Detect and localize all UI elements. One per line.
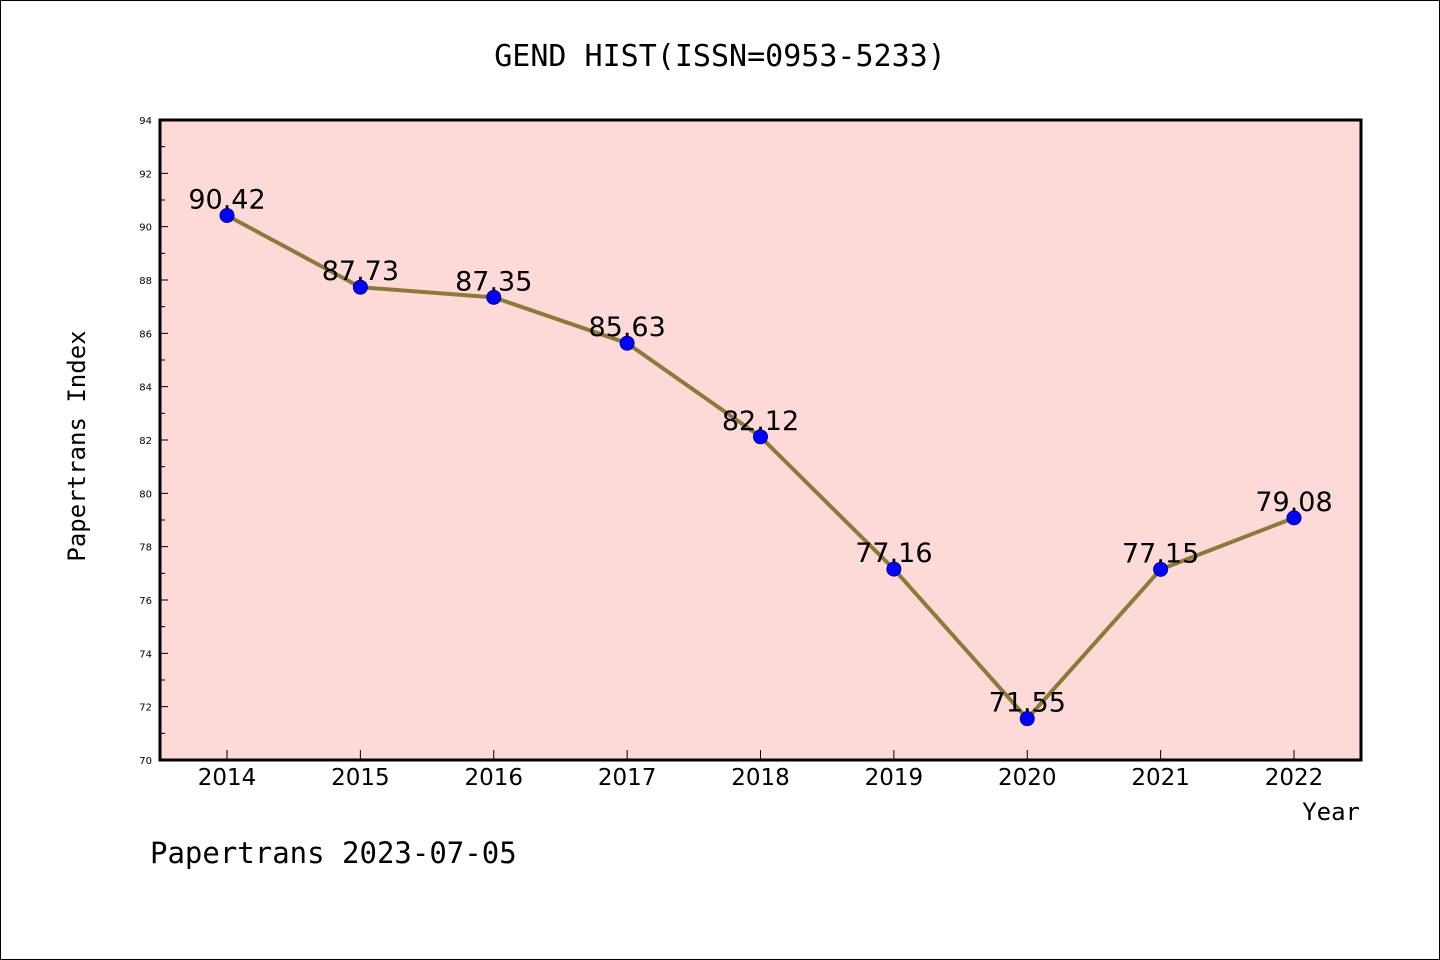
- y-tick-label: 88: [139, 276, 152, 287]
- data-labels: 90.42 87.73 87.35 85.63 82.12 77.16 71.55 77.15…: [188, 184, 1332, 718]
- data-point: [619, 335, 635, 351]
- data-point: [1286, 510, 1302, 526]
- data-point: [1019, 711, 1035, 727]
- y-tick-label: 90: [139, 223, 152, 234]
- y-tick-label: 92: [139, 169, 152, 180]
- data-point: [352, 279, 368, 295]
- x-tick-label: 2020: [998, 765, 1057, 791]
- x-tick-label: 2021: [1131, 765, 1190, 791]
- y-tick-label: 74: [139, 649, 152, 660]
- y-tick-label: 70: [139, 756, 152, 767]
- data-label: 71.55: [989, 688, 1066, 719]
- y-tick-label: 86: [139, 329, 152, 340]
- chart-title: GEND HIST(ISSN=0953-5233): [494, 39, 946, 74]
- x-tick-label: 2018: [731, 765, 790, 791]
- y-tick-label: 72: [139, 703, 152, 714]
- y-tick-label: 82: [139, 436, 152, 447]
- data-point: [1153, 561, 1169, 577]
- x-tick-label: 2014: [198, 765, 257, 791]
- data-label: 77.15: [1122, 538, 1199, 569]
- data-point: [753, 429, 768, 445]
- data-point: [486, 289, 502, 305]
- data-label: 82.12: [722, 406, 799, 437]
- y-tick-label: 84: [139, 383, 152, 394]
- y-axis: 70 72 74 76 78 80 82 84 86 88 90 92 94: [139, 116, 168, 767]
- data-point: [886, 561, 902, 577]
- x-tick-label: 2022: [1265, 765, 1324, 791]
- x-axis-label: Year: [1302, 798, 1360, 826]
- data-label: 79.08: [1255, 487, 1332, 518]
- data-label: 87.73: [322, 256, 399, 287]
- y-tick-label: 78: [139, 543, 152, 554]
- data-point: [219, 207, 235, 223]
- series-line: [219, 207, 1302, 727]
- data-label: 85.63: [588, 312, 665, 343]
- x-tick-label: 2017: [598, 765, 657, 791]
- data-label: 77.16: [855, 538, 932, 569]
- footer-text: Papertrans 2023-07-05: [150, 836, 517, 870]
- y-tick-label: 76: [139, 596, 152, 607]
- x-tick-label: 2019: [865, 765, 924, 791]
- data-label: 87.35: [455, 266, 532, 297]
- x-tick-label: 2016: [464, 765, 523, 791]
- y-tick-label: 80: [139, 489, 152, 500]
- y-tick-label: 94: [139, 116, 152, 127]
- data-label: 90.42: [188, 184, 265, 215]
- x-tick-label: 2015: [331, 765, 390, 791]
- x-axis: 2014 2015 2016 2017 2018 2019 2020 2021 2022: [198, 750, 1324, 791]
- y-axis-label: Papertrans Index: [63, 330, 91, 561]
